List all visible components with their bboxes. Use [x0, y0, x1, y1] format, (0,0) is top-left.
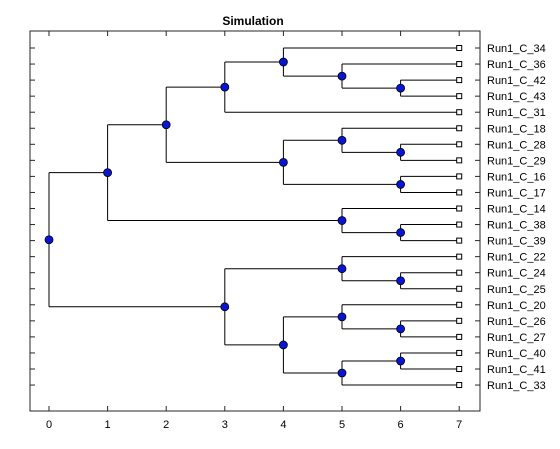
leaf-label: Run1_C_28: [487, 139, 546, 151]
cluster-node: [161, 120, 171, 130]
leaf-marker: [456, 301, 463, 308]
leaf-label: Run1_C_27: [487, 332, 546, 344]
leaf-label: Run1_C_31: [487, 107, 546, 119]
leaf-label: Run1_C_43: [487, 91, 546, 103]
leaf-label: Run1_C_33: [487, 380, 546, 392]
leaf-label: Run1_C_24: [487, 268, 546, 280]
leaf-label: Run1_C_36: [487, 59, 546, 71]
cluster-node: [396, 83, 406, 93]
leaf-marker: [456, 285, 463, 292]
leaf-label: Run1_C_25: [487, 284, 546, 296]
cluster-node: [337, 368, 347, 378]
cluster-node: [337, 312, 347, 322]
leaf-marker: [456, 221, 463, 228]
leaf-marker: [456, 173, 463, 180]
cluster-node: [396, 228, 406, 237]
leaf-label: Run1_C_14: [487, 204, 546, 216]
x-tick-label: 0: [46, 419, 52, 431]
leaf-marker: [456, 125, 463, 132]
cluster-node: [220, 82, 230, 92]
leaf-marker: [456, 382, 463, 389]
leaf-marker: [456, 93, 463, 100]
leaf-label: Run1_C_18: [487, 123, 546, 135]
leaf-marker: [456, 157, 463, 164]
leaf-marker: [456, 349, 463, 356]
leaf-marker: [456, 205, 463, 212]
x-tick-label: 2: [163, 419, 169, 431]
cluster-node: [396, 180, 406, 189]
x-tick-label: 1: [105, 419, 111, 431]
chart-title: Simulation: [222, 14, 283, 28]
leaf-label: Run1_C_42: [487, 75, 546, 87]
cluster-node: [278, 340, 288, 350]
leaf-label: Run1_C_39: [487, 236, 546, 248]
cluster-node: [220, 302, 230, 312]
x-tick-label: 6: [398, 419, 404, 431]
x-tick-label: 5: [339, 419, 345, 431]
cluster-node: [396, 356, 406, 366]
leaf-marker: [456, 366, 463, 372]
leaf-label: Run1_C_20: [487, 300, 546, 312]
cluster-node: [396, 147, 406, 157]
leaf-label: Run1_C_29: [487, 155, 546, 167]
leaf-label: Run1_C_34: [487, 43, 546, 55]
leaf-marker: [456, 317, 463, 324]
x-tick-label: 7: [456, 419, 462, 431]
cluster-node: [337, 264, 347, 274]
leaf-marker: [456, 333, 463, 340]
cluster-node: [337, 71, 347, 81]
x-tick-label: 4: [280, 419, 286, 431]
x-tick-label: 3: [222, 419, 228, 431]
leaf-marker: [456, 269, 463, 276]
cluster-node: [337, 135, 347, 145]
leaf-marker: [456, 45, 463, 51]
leaf-marker: [456, 77, 463, 84]
leaf-marker: [456, 141, 463, 148]
cluster-node: [278, 57, 288, 67]
cluster-node: [396, 324, 406, 334]
cluster-node: [44, 235, 54, 245]
leaf-label: Run1_C_41: [487, 364, 546, 376]
leaf-label: Run1_C_40: [487, 348, 546, 360]
leaf-label: Run1_C_17: [487, 187, 546, 199]
plot-frame: [29, 30, 481, 412]
leaf-marker: [456, 189, 463, 196]
leaf-label: Run1_C_26: [487, 316, 546, 328]
cluster-node: [278, 157, 288, 167]
cluster-node: [396, 276, 406, 286]
leaf-label: Run1_C_38: [487, 220, 546, 232]
cluster-node: [103, 168, 112, 178]
leaf-label: Run1_C_22: [487, 252, 546, 264]
leaf-label: Run1_C_16: [487, 171, 546, 183]
leaf-marker: [456, 109, 463, 116]
leaf-marker: [456, 237, 463, 244]
cluster-node: [337, 216, 347, 225]
leaf-marker: [456, 61, 463, 68]
leaf-marker: [456, 253, 463, 260]
